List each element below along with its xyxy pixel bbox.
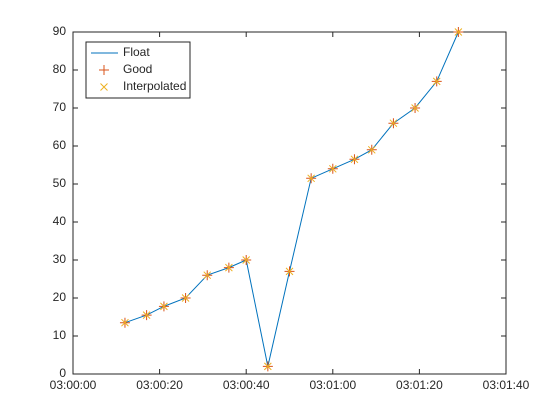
legend: Float Good Interpolated (85, 41, 191, 99)
y-tick-label: 40 (53, 214, 67, 228)
y-tick-label: 80 (53, 62, 67, 76)
y-tick-label: 70 (53, 100, 67, 114)
legend-label: Good (123, 62, 152, 76)
marker (389, 119, 398, 128)
y-tick-label: 60 (53, 138, 67, 152)
x-tick-label: 03:01:40 (483, 378, 530, 392)
x-tick-label: 03:01:20 (396, 378, 443, 392)
y-tick-label: 50 (53, 176, 67, 190)
legend-swatch (99, 65, 109, 75)
marker (160, 302, 168, 311)
marker (181, 294, 190, 302)
marker (432, 77, 441, 86)
marker (242, 256, 251, 264)
legend-label: Interpolated (123, 79, 186, 93)
marker (411, 104, 419, 112)
y-tick-label: 30 (53, 252, 67, 266)
y-tick-label: 10 (53, 328, 67, 342)
marker (285, 267, 294, 276)
y-tick-label: 0 (59, 366, 66, 380)
x-tick-label: 03:01:00 (309, 378, 356, 392)
marker (203, 271, 212, 280)
x-tick-label: 03:00:00 (50, 378, 97, 392)
marker (307, 174, 316, 183)
marker (367, 145, 376, 154)
marker (328, 164, 337, 173)
x-tick-label: 03:00:20 (136, 378, 183, 392)
x-tick-label: 03:00:40 (223, 378, 270, 392)
marker (454, 28, 463, 36)
legend-swatch (100, 83, 108, 91)
marker (350, 155, 359, 164)
marker (121, 318, 129, 327)
legend-label: Float (123, 45, 150, 59)
y-tick-label: 90 (53, 24, 67, 38)
marker (225, 263, 233, 272)
y-tick-label: 20 (53, 290, 67, 304)
marker (142, 311, 151, 319)
marker (263, 362, 272, 371)
